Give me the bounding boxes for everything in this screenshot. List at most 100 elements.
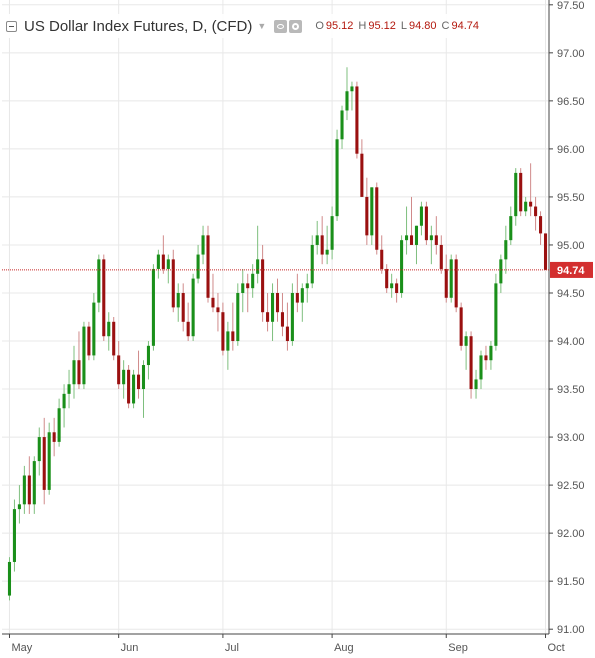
candle bbox=[196, 244, 200, 284]
time-axis[interactable]: May Jun Jul Aug Sep Oct bbox=[2, 633, 565, 654]
candle bbox=[305, 273, 309, 303]
candle-body bbox=[335, 139, 339, 217]
candle bbox=[340, 105, 344, 149]
candle-body bbox=[236, 292, 240, 342]
candle bbox=[132, 369, 136, 409]
x-tick-label: May bbox=[11, 642, 32, 654]
candle-body bbox=[444, 268, 448, 298]
candle-body bbox=[22, 475, 26, 505]
candle-body bbox=[454, 259, 458, 308]
candle-body bbox=[330, 216, 334, 250]
chart-legend: US Dollar Index Futures, D, (CFD) ▼ O 95.… bbox=[6, 14, 480, 38]
candle bbox=[524, 196, 528, 217]
candle-body bbox=[405, 235, 409, 241]
candle bbox=[146, 341, 150, 380]
candle-body bbox=[256, 259, 260, 274]
candle bbox=[231, 302, 235, 351]
candles-layer bbox=[7, 67, 548, 601]
candle bbox=[112, 317, 116, 361]
candle-body bbox=[290, 292, 294, 342]
candle bbox=[509, 206, 513, 245]
candle bbox=[325, 225, 329, 265]
collapse-legend-button[interactable] bbox=[6, 20, 17, 32]
candle bbox=[494, 273, 498, 351]
candle-body bbox=[102, 259, 106, 337]
candle bbox=[489, 341, 493, 370]
candle-body bbox=[459, 307, 463, 346]
candle bbox=[434, 216, 438, 255]
candle bbox=[92, 292, 96, 361]
candle-body bbox=[370, 187, 374, 236]
candle bbox=[42, 417, 46, 505]
candle bbox=[181, 283, 185, 332]
candle bbox=[221, 302, 225, 356]
candle-body bbox=[112, 321, 116, 356]
candle-body bbox=[156, 254, 160, 269]
candle bbox=[365, 177, 369, 245]
candle-body bbox=[469, 336, 473, 390]
gear-icon[interactable] bbox=[289, 19, 303, 33]
candle bbox=[27, 456, 31, 514]
candle-body bbox=[409, 235, 414, 245]
high-key: H bbox=[358, 20, 367, 32]
candle-body bbox=[295, 292, 299, 303]
candle bbox=[156, 249, 160, 279]
candle-body bbox=[509, 216, 513, 241]
candle bbox=[236, 283, 240, 346]
candle-body bbox=[395, 283, 399, 293]
candle-body bbox=[57, 408, 61, 442]
candle-body bbox=[7, 561, 12, 596]
candle bbox=[216, 292, 220, 332]
candle-body bbox=[77, 360, 81, 385]
candle bbox=[256, 225, 260, 284]
candle-body bbox=[181, 292, 185, 322]
candle-body bbox=[439, 244, 443, 269]
symbol-title[interactable]: US Dollar Index Futures, D, (CFD) bbox=[24, 17, 253, 35]
candle-body bbox=[216, 307, 220, 313]
candle bbox=[439, 235, 443, 274]
candle bbox=[454, 254, 458, 313]
candle bbox=[345, 67, 349, 121]
candle bbox=[444, 254, 448, 303]
y-tick-label: 96.50 bbox=[557, 96, 585, 108]
candle bbox=[469, 331, 473, 399]
eye-icon[interactable] bbox=[274, 19, 288, 33]
candle-body bbox=[275, 292, 280, 313]
candle-body bbox=[350, 86, 354, 92]
candle bbox=[191, 273, 195, 342]
y-tick-label: 94.50 bbox=[557, 288, 585, 300]
candle bbox=[350, 81, 354, 111]
candle bbox=[429, 225, 433, 265]
candle-body bbox=[127, 369, 131, 404]
candle-body bbox=[474, 379, 478, 390]
candle-body bbox=[266, 312, 270, 322]
candle bbox=[117, 341, 121, 390]
candle-body bbox=[434, 235, 438, 245]
candle-body bbox=[17, 504, 21, 510]
candle-body bbox=[499, 259, 503, 284]
candle bbox=[459, 302, 463, 351]
candle-body bbox=[345, 91, 349, 111]
y-tick-label: 97.50 bbox=[557, 0, 585, 12]
candle bbox=[484, 345, 488, 370]
candle-body bbox=[305, 283, 309, 289]
candle bbox=[504, 225, 508, 274]
candle bbox=[127, 365, 131, 409]
candle bbox=[102, 254, 106, 342]
candle-body bbox=[221, 312, 225, 351]
x-tick-label: Jun bbox=[121, 642, 139, 654]
candle-body bbox=[310, 244, 314, 284]
candle-body bbox=[136, 374, 141, 390]
candle bbox=[47, 422, 51, 495]
price-axis[interactable]: 91.00 91.50 92.00 92.50 93.00 93.50 94.00 94.50… bbox=[548, 0, 585, 636]
candle-body bbox=[504, 240, 508, 260]
candle bbox=[171, 249, 175, 313]
candle bbox=[355, 81, 359, 159]
candle-body bbox=[191, 278, 195, 337]
low-value: 94.80 bbox=[409, 20, 437, 32]
candle bbox=[409, 196, 414, 245]
chevron-down-icon[interactable]: ▼ bbox=[257, 21, 267, 31]
low-key: L bbox=[400, 20, 408, 32]
candle bbox=[12, 499, 16, 572]
